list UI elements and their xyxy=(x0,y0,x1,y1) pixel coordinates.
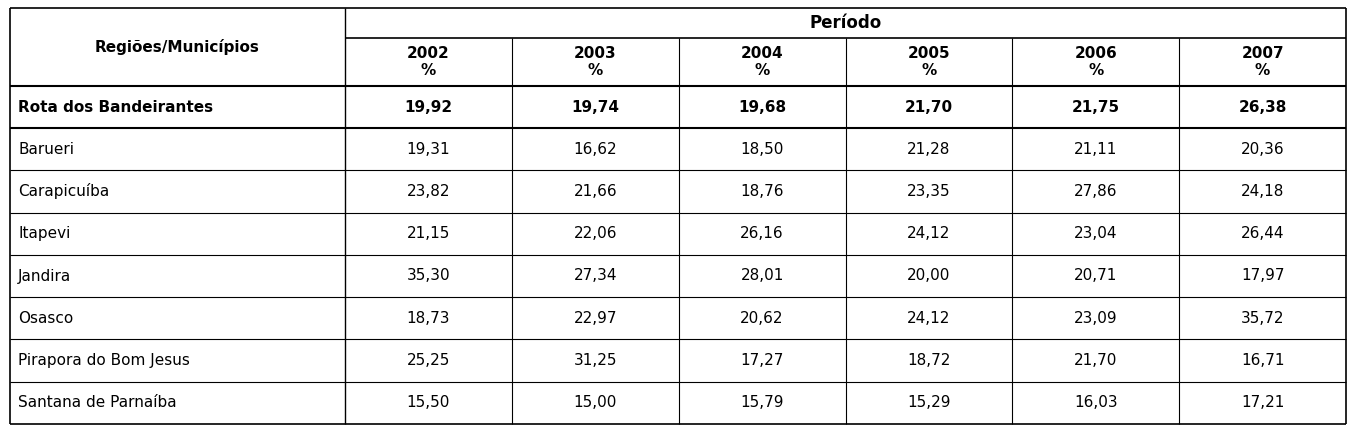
Text: 18,50: 18,50 xyxy=(740,142,784,157)
Text: 18,73: 18,73 xyxy=(407,311,450,326)
Text: 25,25: 25,25 xyxy=(407,353,450,368)
Text: 2005
%: 2005 % xyxy=(907,46,951,78)
Text: 19,74: 19,74 xyxy=(571,99,620,114)
Text: Jandira: Jandira xyxy=(18,269,72,283)
Text: Itapevi: Itapevi xyxy=(18,226,71,241)
Text: 18,72: 18,72 xyxy=(907,353,951,368)
Text: 17,21: 17,21 xyxy=(1241,395,1284,410)
Text: 15,00: 15,00 xyxy=(574,395,617,410)
Text: 24,18: 24,18 xyxy=(1241,184,1284,199)
Text: 23,35: 23,35 xyxy=(907,184,951,199)
Text: 21,75: 21,75 xyxy=(1071,99,1120,114)
Text: 22,06: 22,06 xyxy=(574,226,617,241)
Text: 19,68: 19,68 xyxy=(738,99,786,114)
Text: 35,72: 35,72 xyxy=(1241,311,1284,326)
Text: 18,76: 18,76 xyxy=(740,184,784,199)
Text: 15,79: 15,79 xyxy=(740,395,784,410)
Text: Barueri: Barueri xyxy=(18,142,75,157)
Text: Pirapora do Bom Jesus: Pirapora do Bom Jesus xyxy=(18,353,190,368)
Text: 21,70: 21,70 xyxy=(1074,353,1117,368)
Text: 21,70: 21,70 xyxy=(904,99,953,114)
Text: Período: Período xyxy=(810,14,881,32)
Text: 27,86: 27,86 xyxy=(1074,184,1117,199)
Text: 16,71: 16,71 xyxy=(1241,353,1284,368)
Text: 24,12: 24,12 xyxy=(907,226,951,241)
Text: 15,50: 15,50 xyxy=(407,395,450,410)
Text: 22,97: 22,97 xyxy=(574,311,617,326)
Text: Regiões/Municípios: Regiões/Municípios xyxy=(95,39,260,55)
Text: Rota dos Bandeirantes: Rota dos Bandeirantes xyxy=(18,99,213,114)
Text: 19,92: 19,92 xyxy=(404,99,453,114)
Text: 16,03: 16,03 xyxy=(1074,395,1117,410)
Text: 35,30: 35,30 xyxy=(407,269,450,283)
Text: 21,11: 21,11 xyxy=(1074,142,1117,157)
Text: 2007
%: 2007 % xyxy=(1241,46,1284,78)
Text: 2003
%: 2003 % xyxy=(574,46,617,78)
Text: 21,66: 21,66 xyxy=(574,184,617,199)
Text: 20,00: 20,00 xyxy=(907,269,951,283)
Text: 28,01: 28,01 xyxy=(740,269,784,283)
Text: 23,82: 23,82 xyxy=(407,184,450,199)
Text: 17,97: 17,97 xyxy=(1241,269,1284,283)
Text: 27,34: 27,34 xyxy=(574,269,617,283)
Text: 23,04: 23,04 xyxy=(1074,226,1117,241)
Text: Santana de Parnaíba: Santana de Parnaíba xyxy=(18,395,176,410)
Text: 21,15: 21,15 xyxy=(407,226,450,241)
Text: 21,28: 21,28 xyxy=(907,142,951,157)
Text: 20,62: 20,62 xyxy=(740,311,784,326)
Text: 26,44: 26,44 xyxy=(1241,226,1284,241)
Text: 24,12: 24,12 xyxy=(907,311,951,326)
Text: 2004
%: 2004 % xyxy=(740,46,784,78)
Text: 26,38: 26,38 xyxy=(1238,99,1287,114)
Text: 2002
%: 2002 % xyxy=(407,46,450,78)
Text: 23,09: 23,09 xyxy=(1074,311,1117,326)
Text: 17,27: 17,27 xyxy=(740,353,784,368)
Text: 19,31: 19,31 xyxy=(407,142,450,157)
Text: 31,25: 31,25 xyxy=(574,353,617,368)
Text: 2006
%: 2006 % xyxy=(1074,46,1117,78)
Text: 15,29: 15,29 xyxy=(907,395,951,410)
Text: 20,71: 20,71 xyxy=(1074,269,1117,283)
Text: 16,62: 16,62 xyxy=(574,142,617,157)
Text: Carapicuíba: Carapicuíba xyxy=(18,184,110,200)
Text: Osasco: Osasco xyxy=(18,311,73,326)
Text: 26,16: 26,16 xyxy=(740,226,784,241)
Text: 20,36: 20,36 xyxy=(1241,142,1284,157)
